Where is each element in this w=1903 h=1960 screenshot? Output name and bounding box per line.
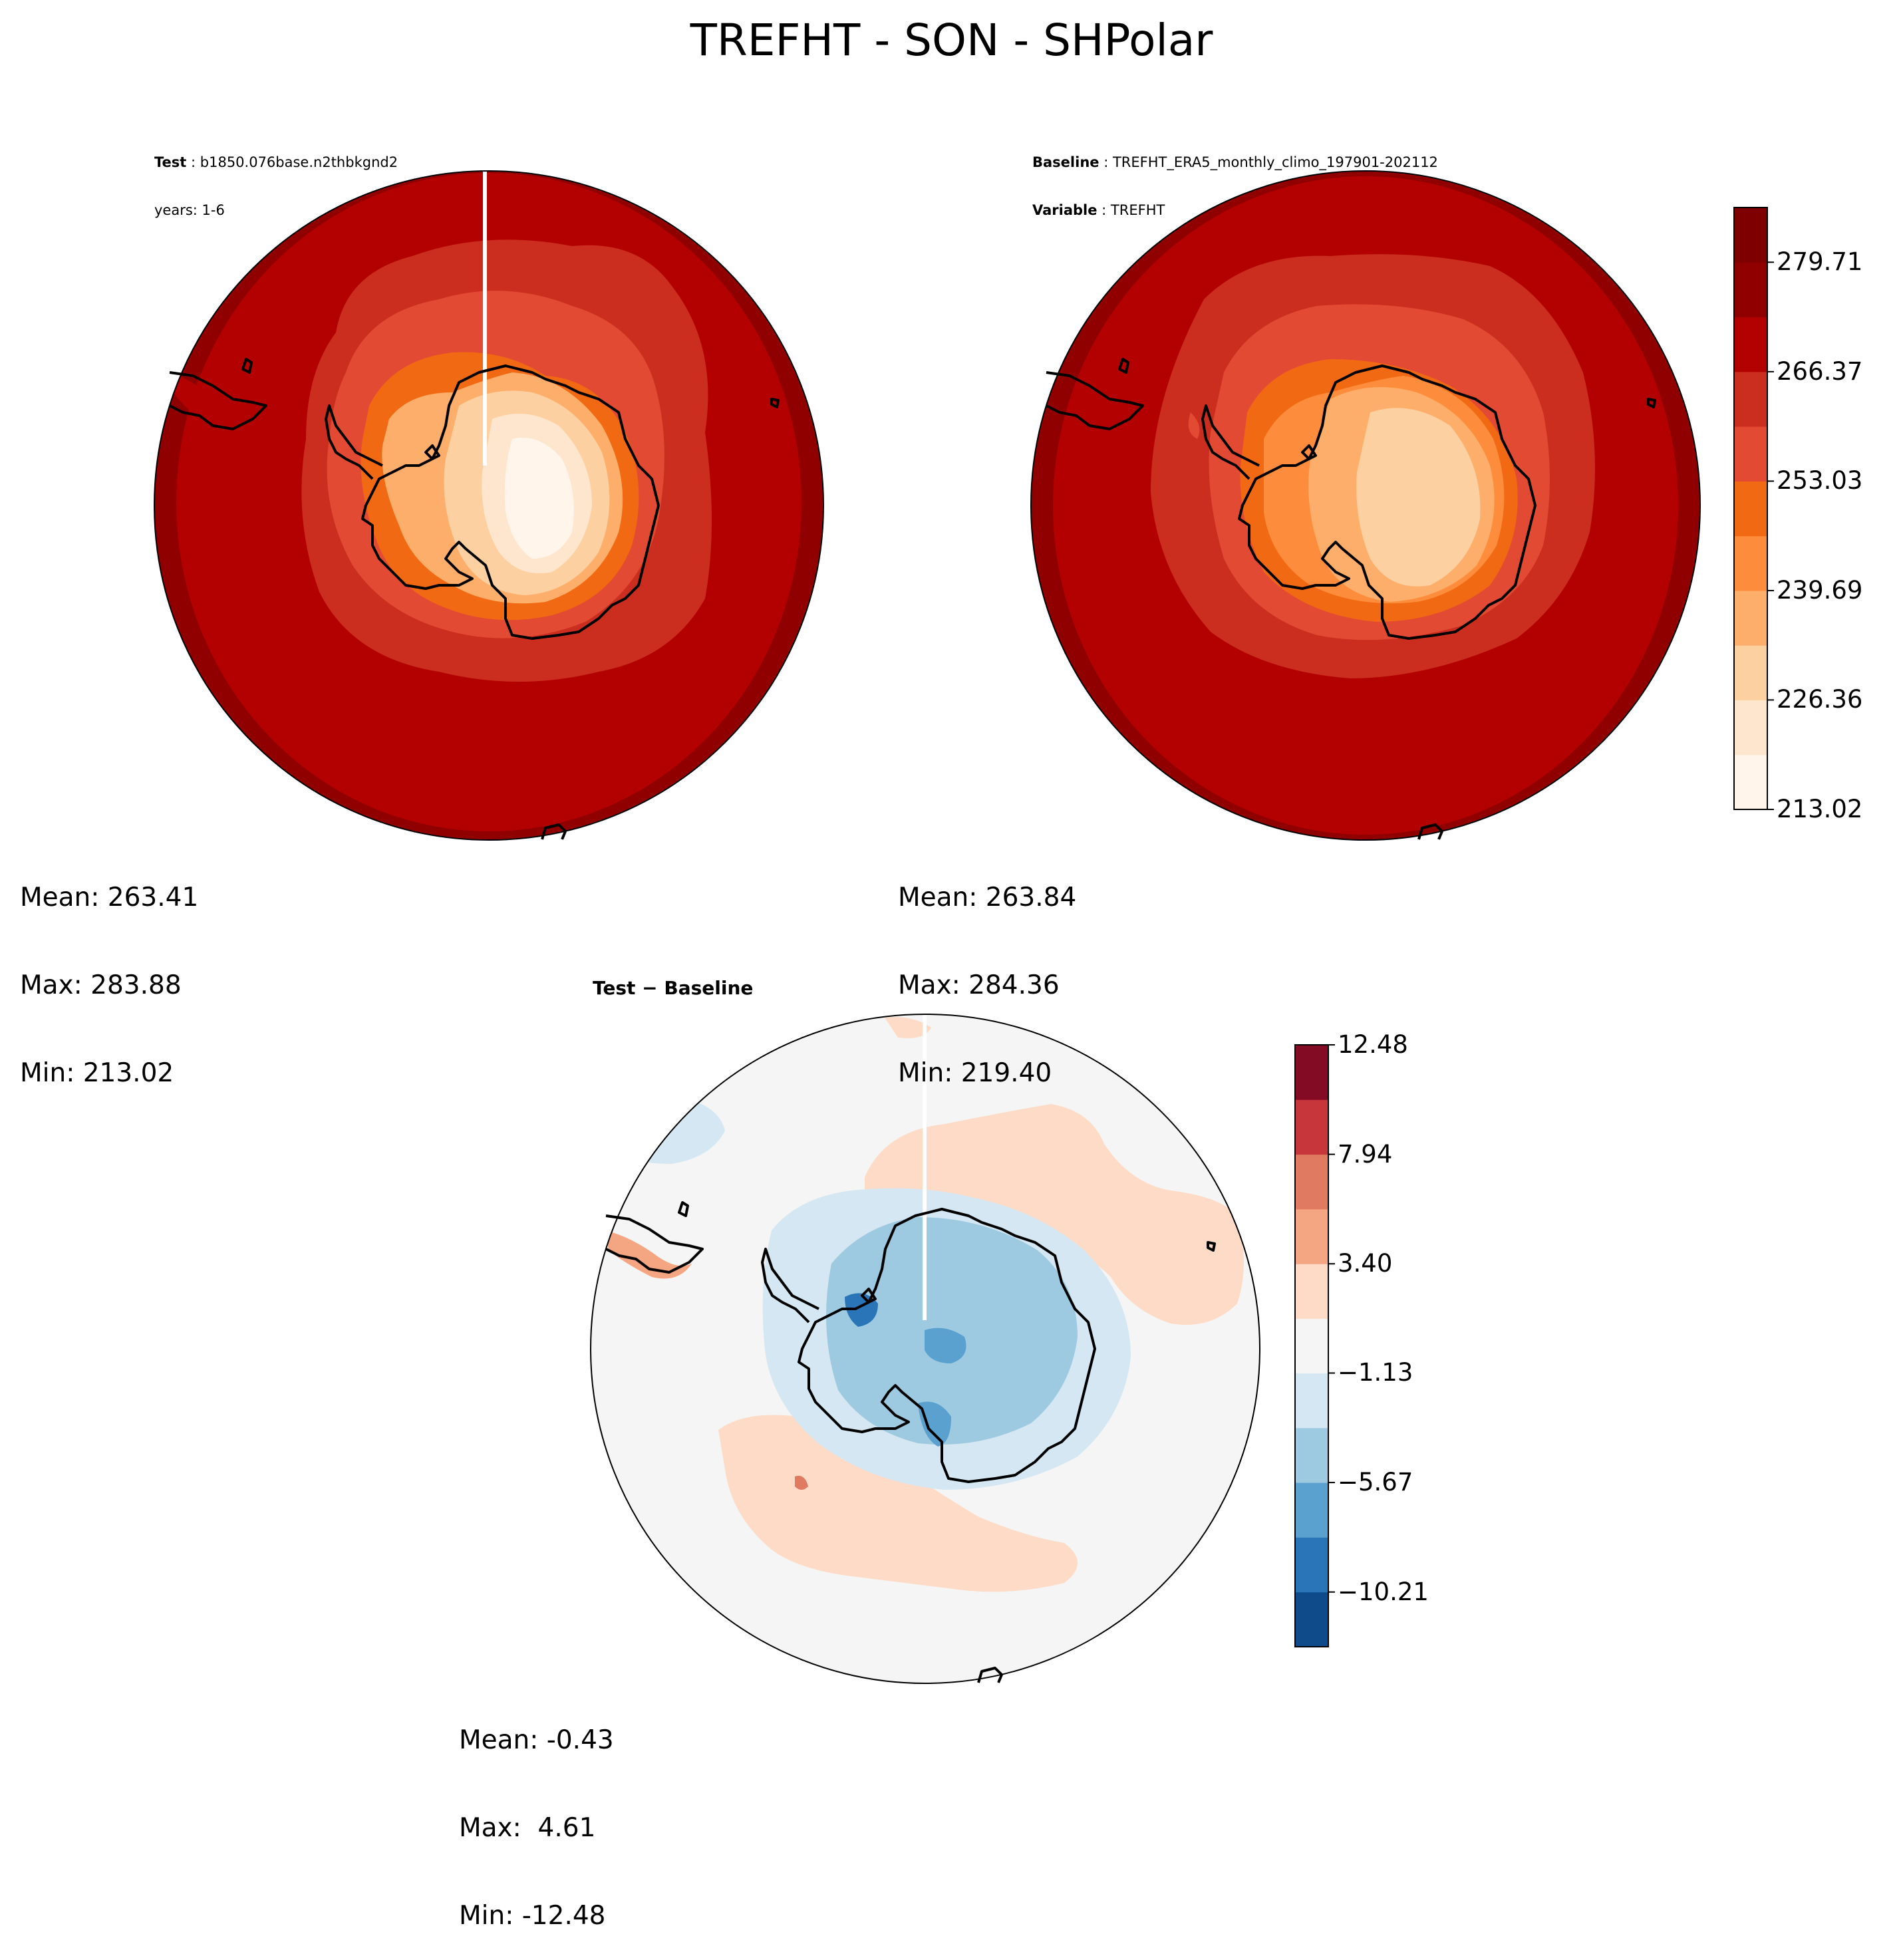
colorbar-reds-swatch — [1734, 371, 1767, 427]
colorbar-reds-swatch — [1734, 262, 1767, 318]
diff-mean: Mean: -0.43 — [459, 1725, 614, 1755]
baseline-stats: Mean: 263.84 Max: 284.36 Min: 219.40 — [898, 825, 1076, 1117]
colorbar-diff-border — [1294, 1044, 1329, 1647]
test-stats: Mean: 263.41 Max: 283.88 Min: 213.02 — [20, 825, 198, 1117]
colorbar-diff-tick-label: −5.67 — [1338, 1468, 1413, 1497]
diff-map — [591, 1014, 1260, 1683]
colorbar-reds-swatch — [1734, 700, 1767, 756]
diff-title: Test − Baseline — [593, 977, 754, 999]
colorbar-diff-swatch — [1295, 1045, 1328, 1100]
colorbar-diff-swatch — [1295, 1427, 1328, 1483]
figure-title: TREFHT - SON - SHPolar — [690, 15, 1213, 66]
diff-peninsula — [605, 1230, 692, 1279]
colorbar-reds-tick-label: 279.71 — [1777, 247, 1863, 277]
colorbar-diff-swatch — [1295, 1154, 1328, 1210]
test-map-border — [154, 170, 824, 841]
baseline-map-border — [1030, 170, 1701, 841]
colorbar-diff-swatch — [1295, 1099, 1328, 1155]
variable-label: Variable — [1032, 202, 1098, 218]
colorbar-reds-swatch — [1734, 208, 1767, 263]
test-peninsula-warm — [170, 372, 253, 426]
test-coastline — [169, 358, 780, 840]
baseline-meta: Baseline : TREFHT_ERA5_monthly_climo_197… — [1032, 122, 1438, 234]
baseline-band-7 — [1356, 408, 1481, 587]
variable-name: TREFHT — [1110, 202, 1165, 218]
test-seam — [483, 171, 487, 466]
colorbar-reds-tick-label: 239.69 — [1777, 575, 1863, 605]
diff-warm-ne — [885, 1017, 931, 1038]
colorbar-diff-swatch — [1295, 1537, 1328, 1593]
colorbar-diff-tick-label: −1.13 — [1338, 1358, 1413, 1387]
diff-max: Max: 4.61 — [459, 1813, 596, 1843]
baseline-case-name: TREFHT_ERA5_monthly_climo_197901-202112 — [1112, 154, 1438, 170]
colorbar-reds-swatch — [1734, 590, 1767, 646]
colorbar-diff-swatch — [1295, 1373, 1328, 1429]
colorbar-reds-border — [1733, 207, 1768, 810]
test-label-sep: : — [186, 154, 200, 170]
diff-seam — [923, 1014, 927, 1320]
colorbar-diff-swatch — [1295, 1208, 1328, 1264]
colorbar-diff-swatch — [1295, 1482, 1328, 1538]
colorbar-diff-swatch — [1295, 1318, 1328, 1373]
colorbar-reds-swatch — [1734, 535, 1767, 591]
test-map — [154, 171, 823, 840]
baseline-min: Min: 219.40 — [898, 1058, 1052, 1088]
test-case-name: b1850.076base.n2thbkgnd2 — [200, 154, 398, 170]
test-max: Max: 283.88 — [20, 970, 182, 1000]
colorbar-diff-tick-label: 3.40 — [1338, 1249, 1393, 1278]
colorbar-reds-swatch — [1734, 481, 1767, 537]
test-label: Test — [154, 154, 187, 170]
test-meta: Test : b1850.076base.n2thbkgnd2 years: 1… — [154, 122, 398, 234]
colorbar-diff-swatch — [1295, 1264, 1328, 1320]
colorbar-reds — [1733, 207, 1774, 810]
colorbar-diff-tick-label: 12.48 — [1338, 1030, 1408, 1059]
diff-stats: Mean: -0.43 Max: 4.61 Min: -12.48 — [459, 1667, 614, 1960]
test-min: Min: 213.02 — [20, 1058, 174, 1088]
colorbar-reds-swatch — [1734, 426, 1767, 482]
baseline-max: Max: 284.36 — [898, 970, 1060, 1000]
diff-map-border — [590, 1014, 1260, 1684]
test-years: years: 1-6 — [154, 202, 225, 218]
colorbar-reds-swatch — [1734, 317, 1767, 372]
baseline-band-8 — [1188, 412, 1200, 439]
colorbar-reds-tick-label: 253.03 — [1777, 466, 1863, 495]
colorbar-diff-tick-label: 7.94 — [1338, 1139, 1393, 1169]
colorbar-reds-tick-label: 226.36 — [1777, 685, 1863, 714]
diff-warm-south — [718, 1415, 1078, 1592]
figure — [154, 170, 1774, 1684]
diff-cool-core-1 — [925, 1328, 966, 1363]
colorbar-diff-swatch — [1295, 1592, 1328, 1647]
baseline-label-sep: : — [1099, 154, 1113, 170]
diff-coastline — [605, 1201, 1216, 1683]
diff-warm-spot — [795, 1476, 808, 1490]
colorbar-reds-tick-label: 213.02 — [1777, 795, 1863, 823]
variable-label-sep: : — [1097, 202, 1111, 218]
colorbar-reds-tick-label: 266.37 — [1777, 356, 1863, 386]
colorbar-diff-tick-label: −10.21 — [1338, 1577, 1429, 1606]
colorbar-reds-swatch — [1734, 645, 1767, 700]
diff-warm-north — [865, 1104, 1244, 1325]
baseline-label: Baseline — [1032, 154, 1099, 170]
baseline-map — [1031, 171, 1700, 840]
diff-cool-core-3 — [918, 1401, 951, 1447]
diff-min: Min: -12.48 — [459, 1901, 606, 1931]
test-mean: Mean: 263.41 — [20, 883, 199, 912]
colorbar-diff — [1294, 1044, 1335, 1647]
baseline-mean: Mean: 263.84 — [898, 883, 1077, 912]
test-band-8 — [504, 438, 574, 559]
baseline-coastline — [1046, 358, 1656, 840]
colorbar-reds-swatch — [1734, 754, 1767, 810]
